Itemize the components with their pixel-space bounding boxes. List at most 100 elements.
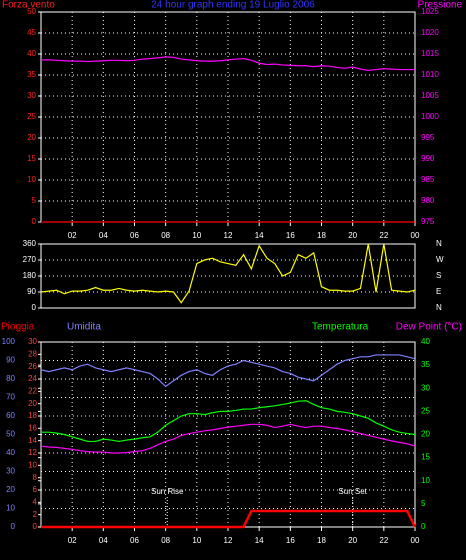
y2-tick-label: 40	[421, 337, 430, 346]
y2-tick-label: 1015	[421, 49, 439, 58]
y-tick-label: 50	[27, 7, 36, 16]
y3-tick-label: 8	[33, 473, 38, 482]
x-tick-label: 06	[130, 536, 139, 545]
y3-tick-label: 22	[28, 386, 37, 395]
y3-tick-label: 2	[33, 510, 38, 519]
y2-tick-label: 1020	[421, 28, 439, 37]
y-tick-label: 40	[27, 49, 36, 58]
y-tick-label: 90	[6, 356, 15, 365]
y2-tick-label: 1005	[421, 91, 439, 100]
y2-tick-label: 1025	[421, 7, 439, 16]
x-tick-label: 08	[161, 231, 170, 240]
x-tick-label: 10	[192, 231, 201, 240]
y-tick-label: 50	[6, 430, 15, 439]
x-tick-label: 04	[99, 231, 108, 240]
x-tick-label: 00	[411, 536, 420, 545]
legend-entry: Dew Point (°C)	[396, 322, 462, 333]
x-tick-label: 20	[348, 536, 357, 545]
y3-tick-label: 18	[28, 411, 37, 420]
y-tick-label: 10	[27, 175, 36, 184]
y-tick-label: 45	[27, 28, 36, 37]
x-tick-label: 14	[255, 231, 264, 240]
y-tick-label: 270	[23, 255, 37, 264]
x-tick-label: 10	[192, 536, 201, 545]
y2-tick-label: 995	[421, 133, 435, 142]
y-tick-label: 0	[11, 522, 16, 531]
x-tick-label: 08	[161, 536, 170, 545]
y2-tick-label: 980	[421, 196, 435, 205]
y2-tick-label: 25	[421, 406, 430, 415]
y2-tick-label: N	[436, 239, 442, 248]
x-tick-label: 14	[255, 536, 264, 545]
x-tick-label: 00	[411, 231, 420, 240]
y3-tick-label: 24	[28, 374, 37, 383]
y-tick-label: 20	[6, 485, 15, 494]
x-tick-label: 16	[286, 536, 295, 545]
annotation-label: Sun Set	[338, 487, 367, 496]
y-tick-label: 10	[6, 504, 15, 513]
y-tick-label: 90	[27, 287, 36, 296]
y2-tick-label: 975	[421, 217, 435, 226]
y2-tick-label: 35	[421, 360, 430, 369]
y2-tick-label: 1010	[421, 70, 439, 79]
y-tick-label: 70	[6, 393, 15, 402]
x-tick-label: 02	[68, 536, 77, 545]
legend-entry: Umidita	[67, 322, 101, 333]
y2-tick-label: 990	[421, 154, 435, 163]
y-tick-label: 360	[23, 239, 37, 248]
y-tick-label: 15	[27, 154, 36, 163]
x-tick-label: 18	[317, 536, 326, 545]
y-tick-label: 80	[6, 374, 15, 383]
x-tick-label: 22	[379, 231, 388, 240]
y2-tick-label: 20	[421, 430, 430, 439]
y3-tick-label: 26	[28, 362, 37, 371]
legend-entry: Pioggia	[1, 322, 35, 333]
y-tick-label: 25	[27, 112, 36, 121]
y2-tick-label: 1000	[421, 112, 439, 121]
series-line	[41, 400, 416, 443]
y2-tick-label: 985	[421, 175, 435, 184]
y3-tick-label: 28	[28, 349, 37, 358]
y-tick-label: 180	[23, 271, 37, 280]
x-tick-label: 04	[99, 536, 108, 545]
y2-axis-title: Pressione	[418, 0, 463, 11]
y2-tick-label: 15	[421, 453, 430, 462]
y3-tick-label: 14	[28, 436, 37, 445]
y3-tick-label: 30	[28, 337, 37, 346]
series-line	[40, 354, 416, 388]
legend-entry: Temperatura	[312, 322, 369, 333]
y2-tick-label: 10	[421, 476, 430, 485]
x-tick-label: 22	[379, 536, 388, 545]
series-line	[40, 243, 416, 304]
x-tick-label: 20	[348, 231, 357, 240]
x-tick-label: 18	[317, 231, 326, 240]
x-tick-label: 12	[224, 231, 233, 240]
y-tick-label: 100	[2, 337, 16, 346]
x-tick-label: 06	[130, 231, 139, 240]
y2-tick-label: 30	[421, 383, 430, 392]
y-tick-label: 0	[32, 217, 37, 226]
y3-tick-label: 4	[33, 497, 38, 506]
x-tick-label: 02	[68, 231, 77, 240]
y-tick-label: 60	[6, 411, 15, 420]
y2-tick-label: 0	[421, 522, 426, 531]
y3-tick-label: 6	[33, 485, 38, 494]
y-tick-label: 30	[6, 467, 15, 476]
y3-tick-label: 0	[33, 522, 38, 531]
y3-tick-label: 10	[28, 460, 37, 469]
y2-tick-label: E	[436, 287, 441, 296]
series-line	[41, 56, 415, 71]
x-tick-label: 16	[286, 231, 295, 240]
y-tick-label: 5	[32, 196, 37, 205]
y2-tick-label: S	[436, 271, 441, 280]
y-tick-label: 40	[6, 448, 15, 457]
y3-tick-label: 16	[28, 423, 37, 432]
chart-title: 24 hour graph ending 19 Luglio 2006	[151, 0, 315, 11]
y-tick-label: 35	[27, 70, 36, 79]
y3-tick-label: 12	[28, 448, 37, 457]
y3-tick-label: 20	[28, 399, 37, 408]
series-line	[40, 423, 416, 454]
series-line	[41, 509, 417, 529]
